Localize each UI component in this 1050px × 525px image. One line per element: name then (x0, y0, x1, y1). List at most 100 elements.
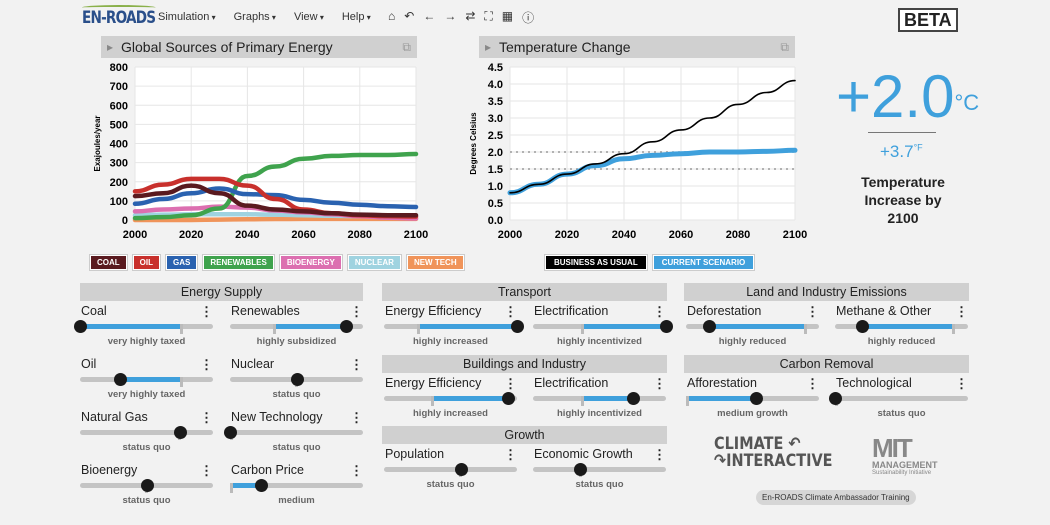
copy-icon[interactable]: ⧉ (402, 40, 411, 54)
back-icon[interactable]: ← (423, 9, 436, 23)
more-options-icon[interactable]: ⋮ (200, 410, 213, 425)
legend-item-renewables[interactable]: RENEWABLES (202, 254, 275, 271)
copy-icon[interactable]: ⧉ (780, 40, 789, 54)
menu-graphs[interactable]: Graphs (234, 11, 276, 23)
slider-label: Deforestation (687, 304, 762, 318)
slider-fill (686, 396, 757, 401)
more-options-icon[interactable]: ⋮ (350, 357, 363, 372)
reference-marker (804, 324, 808, 334)
slider-track[interactable] (230, 430, 363, 435)
slider-handle[interactable] (173, 426, 187, 439)
more-options-icon[interactable]: ⋮ (955, 304, 968, 319)
slider-handle[interactable] (113, 373, 127, 386)
slider-status: medium (278, 495, 315, 506)
slider-handle[interactable] (626, 392, 640, 405)
slider-label: Renewables (231, 304, 300, 318)
series-line-business-as-usual (509, 79, 796, 194)
slider-renewables: Renewables ⋮ highly subsidized (230, 304, 363, 358)
slider-handle[interactable] (455, 463, 469, 476)
slider-label: Natural Gas (81, 410, 148, 424)
slider-handle[interactable] (750, 392, 764, 405)
slider-handle[interactable] (339, 320, 353, 333)
more-options-icon[interactable]: ⋮ (200, 304, 213, 319)
slider-handle[interactable] (660, 320, 673, 333)
slider-economic-growth: Economic Growth ⋮ status quo (533, 447, 666, 501)
table-icon[interactable]: ▦ (501, 9, 514, 23)
y-tick-label: 0.0 (488, 215, 503, 227)
legend-item-business-as-usual[interactable]: BUSINESS AS USUAL (544, 254, 648, 271)
more-options-icon[interactable]: ⋮ (653, 447, 666, 462)
slider-track[interactable] (230, 483, 363, 488)
slider-handle[interactable] (290, 373, 304, 386)
redo-icon[interactable]: ⇄ (465, 9, 476, 23)
en-roads-logo[interactable]: EN-ROADS (82, 5, 156, 28)
legend-item-current-scenario[interactable]: CURRENT SCENARIO (651, 254, 756, 271)
menu-simulation[interactable]: Simulation (158, 11, 216, 23)
y-tick-label: 4.5 (488, 62, 503, 74)
slider-handle[interactable] (573, 463, 587, 476)
slider-nuclear: Nuclear ⋮ status quo (230, 357, 363, 411)
y-tick-label: 400 (110, 139, 128, 151)
slider-label: Afforestation (687, 376, 757, 390)
more-options-icon[interactable]: ⋮ (200, 463, 213, 478)
training-badge[interactable]: En-ROADS Climate Ambassador Training (756, 490, 916, 505)
x-tick-label: 2080 (348, 229, 372, 241)
more-options-icon[interactable]: ⋮ (504, 304, 517, 319)
slider-handle[interactable] (829, 392, 842, 405)
menu-help[interactable]: Help (342, 11, 371, 23)
x-tick-label: 2040 (235, 229, 259, 241)
more-options-icon[interactable]: ⋮ (806, 376, 819, 391)
fullscreen-icon[interactable]: ⛶ (484, 9, 493, 23)
slider-carbon-price: Carbon Price ⋮ medium (230, 463, 363, 517)
slider-status: status quo (272, 442, 321, 453)
slider-track[interactable] (80, 430, 213, 435)
slider-track[interactable] (384, 467, 517, 472)
slider-handle[interactable] (140, 479, 154, 492)
info-icon[interactable]: ⓘ (522, 11, 535, 25)
legend-item-nuclear[interactable]: NUCLEAR (346, 254, 402, 271)
section-carbon-removal: Carbon Removal (684, 355, 969, 373)
legend-item-bioenergy[interactable]: BIOENERGY (278, 254, 343, 271)
slider-handle[interactable] (224, 426, 237, 439)
slider-label: Electrification (534, 304, 609, 318)
more-options-icon[interactable]: ⋮ (955, 376, 968, 391)
slider-handle[interactable] (702, 320, 716, 333)
slider-handle[interactable] (254, 479, 268, 492)
slider-label: Population (385, 447, 445, 461)
graph2-header[interactable]: Temperature Change ⧉ (479, 36, 795, 58)
more-options-icon[interactable]: ⋮ (653, 304, 666, 319)
home-icon[interactable]: ⌂ (388, 9, 396, 23)
slider-handle[interactable] (74, 320, 87, 333)
x-tick-label: 2020 (555, 229, 579, 241)
forward-icon[interactable]: → (444, 9, 457, 23)
legend-item-new-tech[interactable]: NEW TECH (405, 254, 465, 271)
slider-track[interactable] (835, 396, 968, 401)
more-options-icon[interactable]: ⋮ (350, 304, 363, 319)
slider-label: New Technology (231, 410, 323, 424)
menu-view[interactable]: View (294, 11, 324, 23)
more-options-icon[interactable]: ⋮ (653, 376, 666, 391)
slider-label: Technological (836, 376, 912, 390)
legend-item-oil[interactable]: OIL (131, 254, 162, 271)
celsius-unit: °C (954, 90, 980, 115)
graph1-header[interactable]: Global Sources of Primary Energy ⧉ (101, 36, 417, 58)
x-tick-label: 2020 (179, 229, 203, 241)
more-options-icon[interactable]: ⋮ (504, 376, 517, 391)
more-options-icon[interactable]: ⋮ (350, 463, 363, 478)
more-options-icon[interactable]: ⋮ (200, 357, 213, 372)
slider-label: Methane & Other (836, 304, 932, 318)
slider-track[interactable] (533, 467, 666, 472)
more-options-icon[interactable]: ⋮ (504, 447, 517, 462)
slider-handle[interactable] (855, 320, 869, 333)
undo-icon[interactable]: ↶ (404, 9, 415, 23)
more-options-icon[interactable]: ⋮ (350, 410, 363, 425)
legend-item-coal[interactable]: COAL (89, 254, 128, 271)
section-buildings-industry: Buildings and Industry (382, 355, 667, 373)
slider-handle[interactable] (511, 320, 524, 333)
more-options-icon[interactable]: ⋮ (806, 304, 819, 319)
temperature-label: Temperature Increase by 2100 (861, 174, 945, 226)
reference-marker (581, 396, 585, 406)
fahrenheit-value: +3.7 (880, 142, 914, 161)
legend-item-gas[interactable]: GAS (165, 254, 199, 271)
slider-handle[interactable] (501, 392, 515, 405)
